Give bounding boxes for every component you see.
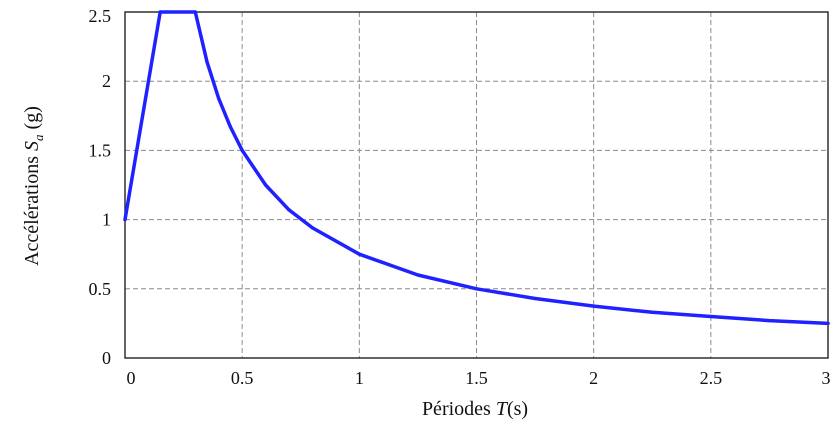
data-point bbox=[264, 183, 267, 186]
x-tick-label: 2 bbox=[589, 368, 598, 388]
y-tick-label: 1 bbox=[102, 210, 111, 230]
data-point bbox=[358, 253, 361, 256]
grid bbox=[125, 12, 828, 358]
data-point bbox=[709, 315, 712, 318]
y-tick-label: 2.5 bbox=[89, 6, 112, 26]
data-point bbox=[229, 125, 232, 128]
data-point bbox=[241, 149, 244, 152]
data-point bbox=[194, 10, 197, 13]
y-tick-label: 2 bbox=[102, 71, 111, 91]
y-tick-label: 0 bbox=[102, 348, 111, 368]
data-point bbox=[768, 319, 771, 322]
data-point bbox=[205, 60, 208, 63]
data-point bbox=[311, 226, 314, 229]
data-point bbox=[217, 97, 220, 100]
y-tick-label: 0.5 bbox=[89, 279, 112, 299]
data-point bbox=[533, 297, 536, 300]
data-point bbox=[651, 311, 654, 314]
x-axis-label: Périodes T(s) bbox=[422, 398, 528, 420]
data-point bbox=[475, 287, 478, 290]
x-tick-label: 1.5 bbox=[465, 368, 488, 388]
y-tick-label: 1.5 bbox=[89, 140, 112, 160]
y-axis-label: Accélérations Sa (g) bbox=[21, 106, 46, 266]
y-axis-ticks: 0 0.5 1 1.5 2 2.5 bbox=[89, 6, 112, 368]
x-tick-label: 1 bbox=[355, 368, 364, 388]
x-tick-label: 3 bbox=[822, 368, 831, 388]
data-point bbox=[159, 10, 162, 13]
x-tick-label: 0.5 bbox=[231, 368, 254, 388]
data-point bbox=[826, 322, 829, 325]
x-axis-ticks: 0 0.5 1 1.5 2 2.5 3 bbox=[127, 368, 831, 388]
data-point bbox=[592, 305, 595, 308]
data-point bbox=[123, 218, 126, 221]
data-point bbox=[416, 273, 419, 276]
x-tick-label: 0 bbox=[127, 368, 136, 388]
data-point bbox=[287, 208, 290, 211]
x-tick-label: 2.5 bbox=[700, 368, 723, 388]
